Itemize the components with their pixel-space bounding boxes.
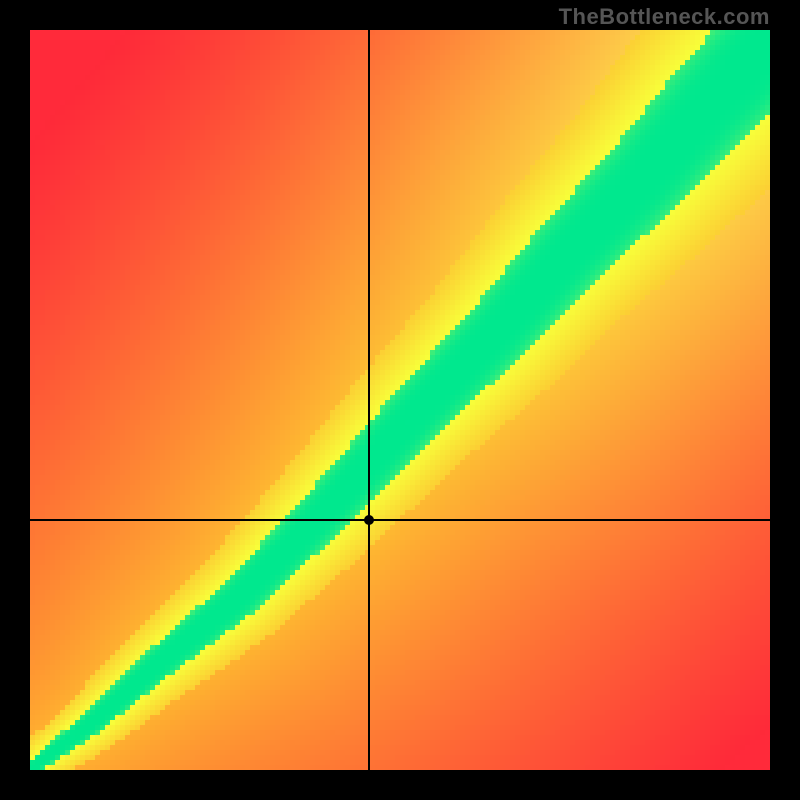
crosshair-vertical	[368, 30, 370, 770]
crosshair-horizontal	[30, 519, 770, 521]
bottleneck-heatmap	[30, 30, 770, 770]
crosshair-marker	[364, 515, 374, 525]
watermark-text: TheBottleneck.com	[559, 4, 770, 30]
